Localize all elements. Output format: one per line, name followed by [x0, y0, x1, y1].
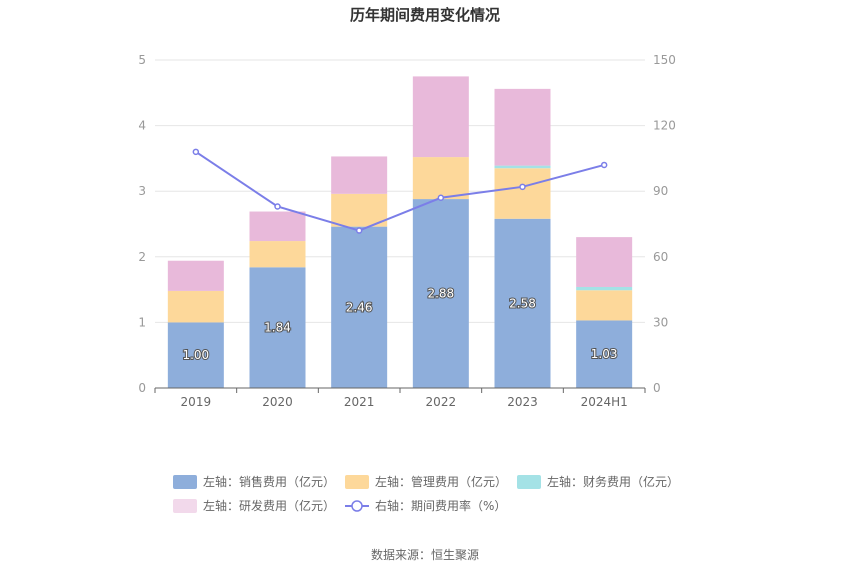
left-axis-ticks: 0 1 2 3 4 5 [138, 53, 146, 395]
grid-lines [155, 59, 645, 323]
bar-segment [494, 218, 551, 388]
left-tick-label: 5 [138, 53, 146, 67]
right-tick-label: 60 [653, 250, 668, 264]
bar-segment [412, 76, 469, 158]
legend-label: 左轴：财务费用（亿元） [547, 474, 679, 489]
bar-segment [167, 260, 224, 291]
bar-data-label: 1.03 [591, 347, 618, 361]
legend-swatch [173, 475, 197, 489]
right-tick-label: 0 [653, 381, 661, 395]
bar-segment [331, 226, 388, 388]
bar-segment [249, 267, 306, 388]
bar-segment [412, 157, 469, 200]
left-tick-label: 1 [138, 315, 146, 329]
bar-segment [576, 237, 633, 287]
bar-segment [331, 156, 388, 194]
bar-segment [412, 199, 469, 388]
bar-data-label: 1.84 [264, 321, 291, 335]
legend-swatch-marker [351, 500, 363, 512]
bar-segment [249, 211, 306, 242]
bar-segment [576, 290, 633, 321]
right-tick-label: 120 [653, 119, 676, 133]
data-labels: 1.00 1.84 2.46 2.88 2.58 1.03 [181, 286, 618, 364]
x-tick-label: 2022 [426, 395, 457, 409]
rate-line-path [195, 151, 605, 232]
legend-label: 左轴：研发费用（亿元） [203, 498, 335, 513]
x-tick-label: 2024H1 [581, 395, 628, 409]
rate-point [274, 203, 281, 210]
bar-segment [249, 241, 306, 268]
legend: 左轴：销售费用（亿元） 左轴：管理费用（亿元） 左轴：财务费用（亿元） 左轴：研发费用… [173, 474, 679, 513]
rate-line [192, 148, 608, 234]
right-tick-label: 90 [653, 184, 668, 198]
bar-segment [576, 320, 633, 388]
right-tick-label: 30 [653, 315, 668, 329]
bars [167, 76, 633, 388]
legend-swatch [345, 475, 369, 489]
legend-swatch [173, 499, 197, 513]
x-tick-label: 2019 [181, 395, 212, 409]
bar-segment [494, 168, 551, 219]
chart-title: 历年期间费用变化情况 [350, 6, 500, 24]
source-note: 数据来源：恒生聚源 [371, 547, 479, 562]
bar-segment [167, 290, 224, 323]
rate-point [519, 183, 526, 191]
bar-segment [494, 88, 551, 166]
legend-label: 右轴：期间费用率（%） [375, 498, 506, 513]
bar-data-label: 1.00 [182, 348, 209, 362]
bar-segment [331, 193, 388, 227]
left-tick-label: 0 [138, 381, 146, 395]
bar-data-label: 2.58 [509, 296, 536, 310]
x-tick-label: 2021 [344, 395, 375, 409]
x-tick-label: 2023 [507, 395, 538, 409]
x-axis: 2019 2020 2021 2022 2023 2024H1 [154, 387, 646, 409]
bar-data-label: 2.88 [427, 287, 454, 301]
legend-label: 左轴：销售费用（亿元） [203, 474, 335, 489]
left-tick-label: 3 [138, 184, 146, 198]
rate-point [437, 194, 445, 202]
left-tick-label: 2 [138, 250, 146, 264]
bar-data-label: 2.46 [346, 300, 373, 314]
legend-swatch [517, 475, 541, 489]
bar-segment [494, 165, 551, 169]
bar-segment [576, 286, 633, 291]
left-tick-label: 4 [138, 119, 146, 133]
right-tick-label: 150 [653, 53, 676, 67]
bar-segment [167, 322, 224, 388]
rate-point [600, 161, 608, 169]
right-axis-ticks: 0 30 60 90 120 150 [653, 53, 676, 395]
x-tick-label: 2020 [262, 395, 293, 409]
legend-label: 左轴：管理费用（亿元） [375, 474, 507, 489]
rate-point [355, 227, 363, 234]
rate-point [192, 148, 200, 156]
